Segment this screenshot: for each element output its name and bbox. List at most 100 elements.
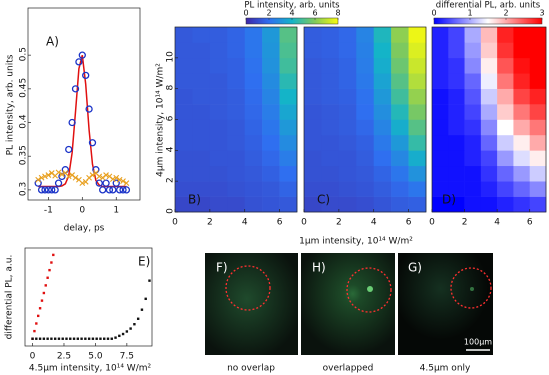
heatmap-cell — [408, 104, 427, 120]
heatmap-cell — [513, 181, 531, 197]
data-point — [71, 85, 80, 93]
heatmap-cell — [338, 42, 357, 59]
data-point — [102, 179, 110, 187]
heatmap-cell — [480, 27, 498, 43]
heatmap-cell — [513, 119, 531, 136]
heatmap-cell — [304, 73, 322, 89]
heatmap-cell — [448, 57, 465, 74]
heatmap-cell — [529, 150, 547, 167]
data-point — [78, 51, 86, 59]
data-point — [84, 337, 87, 340]
data-point — [35, 322, 38, 325]
y-tick-label: 0 — [166, 208, 176, 214]
heatmap-cell — [262, 73, 280, 89]
heatmap-cell — [209, 57, 228, 74]
data-point — [50, 337, 53, 340]
data-point — [133, 323, 136, 326]
heatmap-cell — [304, 181, 322, 197]
heatmap-cell — [262, 57, 280, 74]
colorbar-tick-label: 0 — [431, 9, 436, 18]
heatmap-cell — [356, 150, 375, 167]
y-tick-label: 0.5 — [19, 47, 29, 61]
heatmap-cell — [356, 181, 375, 197]
data-point — [129, 327, 132, 330]
panel-label: G) — [408, 261, 422, 275]
heatmap-cell — [227, 104, 246, 120]
heatmap-cell — [408, 73, 427, 89]
data-point — [95, 337, 98, 340]
heatmap-cell — [304, 134, 322, 151]
heatmap-cell — [175, 196, 193, 213]
heatmap-cell — [513, 42, 531, 59]
data-point — [65, 145, 73, 154]
y-tick-label: 0.3 — [19, 182, 29, 196]
heatmap-cell — [408, 119, 427, 136]
heatmap-cell — [448, 88, 465, 105]
heatmap-cell — [529, 57, 547, 74]
heatmap-cell — [192, 196, 211, 213]
data-point — [37, 186, 46, 194]
heatmap-cell — [304, 165, 322, 182]
y-axis-label: PL intensity, arb. units — [6, 54, 16, 155]
heatmap-cell — [227, 150, 246, 167]
heatmap-cell — [244, 88, 263, 105]
heatmap-cell — [304, 57, 322, 74]
heatmap-cell — [262, 196, 280, 213]
heatmap-cell — [391, 88, 409, 105]
heatmap-cell — [529, 27, 547, 43]
heatmap-cell — [373, 165, 392, 182]
x-tick-label: 0 — [301, 218, 307, 228]
heatmap-cell — [304, 27, 322, 43]
heatmap-cell — [497, 196, 514, 213]
panel-label: H) — [312, 261, 326, 275]
heatmap-cell — [175, 165, 193, 182]
heatmap-cell — [304, 150, 322, 167]
x-tick-label: 4 — [494, 218, 500, 228]
heatmap-cell — [262, 104, 280, 120]
heatmap-cell — [529, 42, 547, 59]
colorbar-title: differential PL, arb. units — [436, 1, 541, 11]
heatmap-cell — [432, 150, 449, 167]
colorbar-title: PL intensity, arb. units — [244, 1, 340, 11]
heatmap-cell — [227, 165, 246, 182]
heatmap-cell — [356, 73, 375, 89]
heatmap-cell — [497, 181, 514, 197]
data-point — [123, 180, 130, 187]
heatmap-cell — [279, 57, 298, 74]
heatmap-cell — [448, 42, 465, 59]
heatmap-cell — [321, 27, 340, 43]
heatmap-cell — [432, 181, 449, 197]
x-tick-label: 6 — [527, 218, 533, 228]
colorbar-tick-label: 4 — [289, 9, 294, 18]
x-tick-label: 1 — [113, 206, 119, 216]
caption: overlapped — [323, 364, 374, 374]
heatmap-cell — [464, 57, 482, 74]
data-point — [72, 337, 76, 340]
heatmap-cell — [192, 57, 211, 74]
heatmap-cell — [279, 119, 298, 136]
x-tick-label: 0 — [429, 218, 435, 228]
y-tick-label: 0.35 — [19, 145, 29, 165]
heatmap-cell — [209, 181, 228, 197]
x-tick-label: 2 — [336, 218, 342, 228]
colorbar-tick-label: 3 — [539, 9, 544, 18]
data-point — [48, 268, 51, 272]
x-tick-label: 4 — [371, 218, 377, 228]
data-point — [122, 186, 131, 194]
heatmap-cell — [262, 165, 280, 182]
caption: no overlap — [227, 364, 275, 374]
data-point — [121, 332, 125, 336]
data-point — [51, 186, 59, 194]
heatmap-cell — [175, 42, 193, 59]
heatmap-cell — [373, 27, 392, 43]
data-point — [140, 308, 144, 311]
heatmap-cell — [408, 27, 427, 43]
heatmap-cell — [464, 134, 482, 151]
panel-label: D) — [442, 193, 456, 207]
heatmap-cell — [356, 42, 375, 59]
heatmap-cell — [391, 42, 409, 59]
heatmap-cell — [262, 42, 280, 59]
y-tick-label: 0.4 — [19, 114, 29, 129]
heatmap-cell — [448, 196, 465, 213]
heatmap-cell — [227, 134, 246, 151]
